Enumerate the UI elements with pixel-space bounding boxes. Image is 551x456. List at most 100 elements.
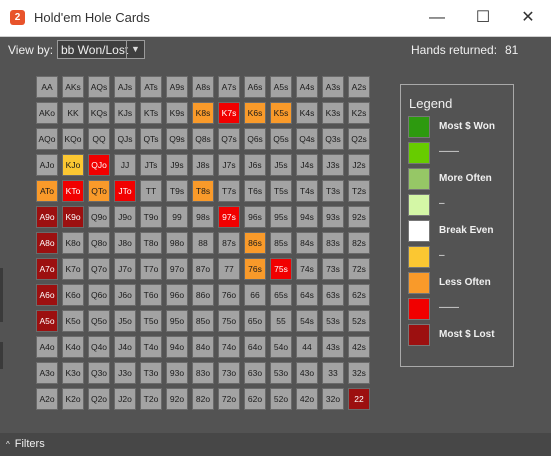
hand-cell[interactable]: QJs: [114, 128, 136, 150]
hand-cell[interactable]: Q4s: [296, 128, 318, 150]
hand-cell[interactable]: K3s: [322, 102, 344, 124]
hand-cell[interactable]: 43o: [296, 362, 318, 384]
hand-cell[interactable]: 22: [348, 388, 370, 410]
hand-cell[interactable]: 62o: [244, 388, 266, 410]
hand-cell[interactable]: 52s: [348, 310, 370, 332]
hand-cell[interactable]: 33: [322, 362, 344, 384]
hand-cell[interactable]: 72o: [218, 388, 240, 410]
hand-cell[interactable]: K9o: [62, 206, 84, 228]
hand-cell[interactable]: K4o: [62, 336, 84, 358]
hand-cell[interactable]: Q3s: [322, 128, 344, 150]
hand-cell[interactable]: TT: [140, 180, 162, 202]
hand-cell[interactable]: T3s: [322, 180, 344, 202]
hand-cell[interactable]: AA: [36, 76, 58, 98]
hand-cell[interactable]: K2o: [62, 388, 84, 410]
hand-cell[interactable]: J5s: [270, 154, 292, 176]
hand-cell[interactable]: J8s: [192, 154, 214, 176]
hand-cell[interactable]: 97s: [218, 206, 240, 228]
hand-cell[interactable]: A2s: [348, 76, 370, 98]
hand-cell[interactable]: J2s: [348, 154, 370, 176]
hand-cell[interactable]: 42o: [296, 388, 318, 410]
hand-cell[interactable]: K3o: [62, 362, 84, 384]
hand-cell[interactable]: K8o: [62, 232, 84, 254]
hand-cell[interactable]: ATs: [140, 76, 162, 98]
hand-cell[interactable]: 96o: [166, 284, 188, 306]
hand-cell[interactable]: A6s: [244, 76, 266, 98]
hand-cell[interactable]: 65o: [244, 310, 266, 332]
hand-cell[interactable]: 97o: [166, 258, 188, 280]
hand-cell[interactable]: K8s: [192, 102, 214, 124]
hand-cell[interactable]: A8o: [36, 232, 58, 254]
hand-cell[interactable]: 99: [166, 206, 188, 228]
hand-cell[interactable]: 62s: [348, 284, 370, 306]
hand-cell[interactable]: A9s: [166, 76, 188, 98]
hand-cell[interactable]: QJo: [88, 154, 110, 176]
hand-cell[interactable]: J9o: [114, 206, 136, 228]
hand-cell[interactable]: 75s: [270, 258, 292, 280]
hand-cell[interactable]: A7o: [36, 258, 58, 280]
hand-cell[interactable]: 54o: [270, 336, 292, 358]
hand-cell[interactable]: 92o: [166, 388, 188, 410]
hand-cell[interactable]: 83s: [322, 232, 344, 254]
hand-cell[interactable]: K4s: [296, 102, 318, 124]
hand-cell[interactable]: T9s: [166, 180, 188, 202]
hand-cell[interactable]: A4s: [296, 76, 318, 98]
hand-cell[interactable]: KQs: [88, 102, 110, 124]
hand-cell[interactable]: T6o: [140, 284, 162, 306]
hand-cell[interactable]: J6o: [114, 284, 136, 306]
hand-cell[interactable]: Q4o: [88, 336, 110, 358]
hand-cell[interactable]: 52o: [270, 388, 292, 410]
hand-cell[interactable]: 32o: [322, 388, 344, 410]
hand-cell[interactable]: 83o: [192, 362, 214, 384]
hand-cell[interactable]: AKs: [62, 76, 84, 98]
hand-cell[interactable]: 98o: [166, 232, 188, 254]
hand-cell[interactable]: KQo: [62, 128, 84, 150]
hand-cell[interactable]: JJ: [114, 154, 136, 176]
filters-toggle[interactable]: ^ Filters: [6, 438, 45, 450]
hand-cell[interactable]: 93s: [322, 206, 344, 228]
hand-cell[interactable]: T8s: [192, 180, 214, 202]
hand-cell[interactable]: 92s: [348, 206, 370, 228]
hand-cell[interactable]: 88: [192, 232, 214, 254]
hand-cell[interactable]: T8o: [140, 232, 162, 254]
hand-cell[interactable]: Q8s: [192, 128, 214, 150]
hand-cell[interactable]: A5s: [270, 76, 292, 98]
hand-cell[interactable]: QQ: [88, 128, 110, 150]
hand-cell[interactable]: KTs: [140, 102, 162, 124]
hand-cell[interactable]: 43s: [322, 336, 344, 358]
hand-cell[interactable]: 66: [244, 284, 266, 306]
hand-cell[interactable]: K5o: [62, 310, 84, 332]
hand-cell[interactable]: 73o: [218, 362, 240, 384]
hand-cell[interactable]: K9s: [166, 102, 188, 124]
hand-cell[interactable]: KJs: [114, 102, 136, 124]
hand-cell[interactable]: A6o: [36, 284, 58, 306]
hand-cell[interactable]: A3o: [36, 362, 58, 384]
hand-cell[interactable]: 87s: [218, 232, 240, 254]
hand-cell[interactable]: 85o: [192, 310, 214, 332]
hand-cell[interactable]: AKo: [36, 102, 58, 124]
hand-cell[interactable]: Q9s: [166, 128, 188, 150]
hand-cell[interactable]: T7s: [218, 180, 240, 202]
hand-cell[interactable]: 84s: [296, 232, 318, 254]
hand-cell[interactable]: T3o: [140, 362, 162, 384]
hand-cell[interactable]: 32s: [348, 362, 370, 384]
hand-cell[interactable]: 63o: [244, 362, 266, 384]
hand-cell[interactable]: 73s: [322, 258, 344, 280]
hand-cell[interactable]: 54s: [296, 310, 318, 332]
hand-cell[interactable]: AQo: [36, 128, 58, 150]
hand-cell[interactable]: KTo: [62, 180, 84, 202]
hand-cell[interactable]: KJo: [62, 154, 84, 176]
hand-cell[interactable]: J6s: [244, 154, 266, 176]
hand-cell[interactable]: K6s: [244, 102, 266, 124]
hand-cell[interactable]: K5s: [270, 102, 292, 124]
hand-cell[interactable]: 82s: [348, 232, 370, 254]
hand-cell[interactable]: KK: [62, 102, 84, 124]
hand-cell[interactable]: Q6s: [244, 128, 266, 150]
minimize-button[interactable]: —: [429, 9, 445, 26]
hand-cell[interactable]: J5o: [114, 310, 136, 332]
view-by-select[interactable]: bb Won/Lost ▼: [57, 40, 145, 59]
hand-cell[interactable]: 86o: [192, 284, 214, 306]
hand-cell[interactable]: Q3o: [88, 362, 110, 384]
hand-cell[interactable]: QTo: [88, 180, 110, 202]
hand-cell[interactable]: Q5o: [88, 310, 110, 332]
